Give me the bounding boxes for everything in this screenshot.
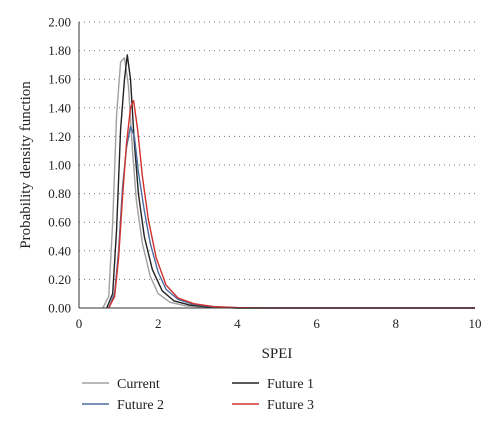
y-tick-label: 1.60 [48, 72, 71, 87]
y-tick-label: 0.40 [48, 243, 71, 258]
y-tick-label: 0.60 [48, 215, 71, 230]
x-axis-title: SPEI [262, 346, 293, 362]
series-line-future-2 [108, 125, 475, 309]
y-tick-labels: 0.00 0.20 0.40 0.60 0.80 1.00 1.20 1.40 1.60 1.80… [48, 15, 71, 316]
legend-label-future-2: Future 2 [117, 398, 164, 413]
y-tick-label: 1.80 [48, 43, 71, 58]
series-lines [102, 54, 475, 309]
legend: Current Future 1 Future 2 Future 3 [82, 377, 314, 413]
y-axis-title: Probability density function [18, 81, 34, 249]
y-tick-label: 2.00 [48, 15, 71, 30]
x-tick-label: 6 [313, 316, 320, 331]
x-tick-label: 4 [234, 316, 241, 331]
y-tick-label: 1.20 [48, 129, 71, 144]
grid-lines [79, 21, 475, 280]
x-tick-label: 0 [76, 316, 83, 331]
y-tick-label: 1.40 [48, 100, 71, 115]
x-tick-label: 8 [393, 316, 400, 331]
y-tick-label: 0.80 [48, 186, 71, 201]
x-tick-label: 10 [469, 316, 482, 331]
legend-label-future-3: Future 3 [267, 398, 314, 413]
series-line-future-3 [108, 99, 475, 309]
y-tick-label: 0.20 [48, 272, 71, 287]
y-tick-label: 0.00 [48, 301, 71, 316]
series-line-current [102, 57, 475, 309]
x-tick-labels: 0 2 4 6 8 10 [76, 316, 482, 331]
axes [78, 22, 475, 309]
legend-label-future-1: Future 1 [267, 377, 314, 392]
legend-label-current: Current [117, 377, 160, 392]
y-tick-label: 1.00 [48, 158, 71, 173]
series-line-future-1 [106, 54, 475, 309]
x-tick-label: 2 [155, 316, 162, 331]
